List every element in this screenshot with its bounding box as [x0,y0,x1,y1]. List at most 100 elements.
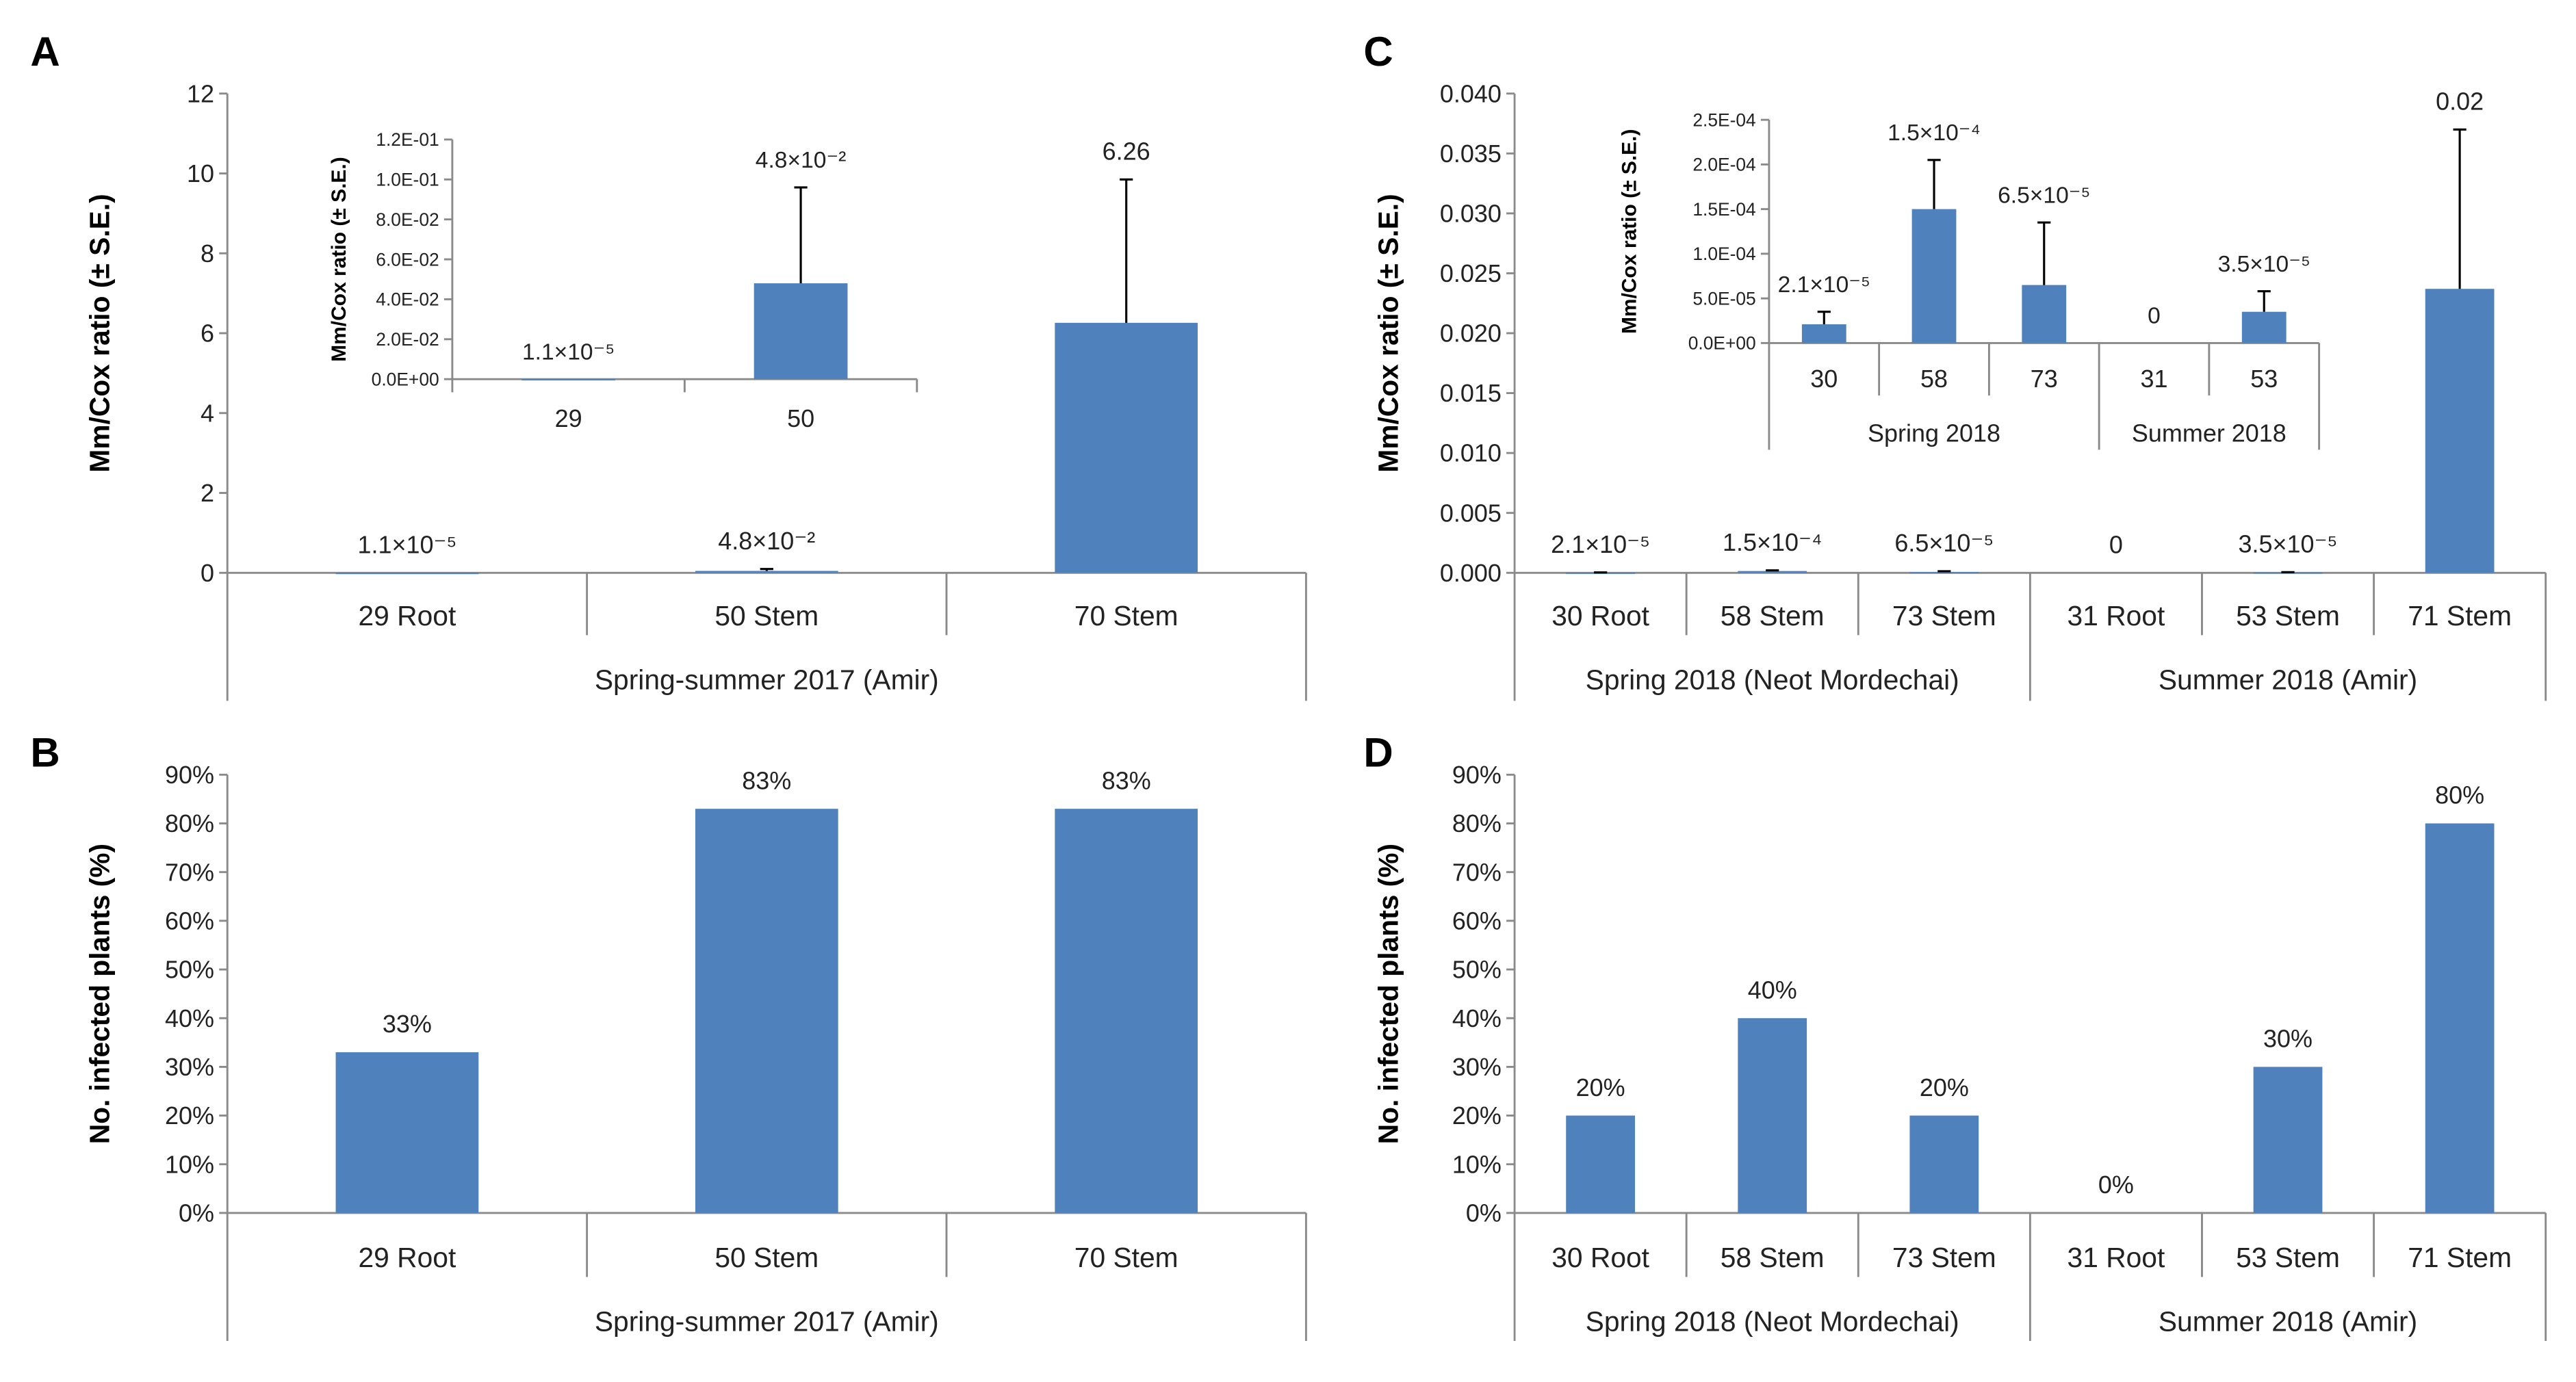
y-tick-label: 0% [1466,1199,1502,1227]
category-label: 31 [2140,365,2167,393]
y-tick-label: 30% [165,1053,214,1081]
bar [1911,209,1957,343]
y-tick-label: 10 [187,159,214,187]
category-label: 53 Stem [2236,600,2340,631]
y-tick-label: 0.010 [1440,439,1502,467]
y-tick-label: 0.0E+00 [372,369,439,389]
data-label: 33% [383,1010,432,1038]
data-label: 40% [1748,976,1797,1004]
y-tick-label: 1.5E-04 [1692,199,1755,220]
y-tick-label: 1.0E-01 [376,170,439,190]
panel-letter-b: B [30,729,60,775]
category-label: 71 Stem [2408,1242,2512,1273]
category-label: 73 Stem [1892,600,1996,631]
data-label: 0 [2109,530,2123,558]
y-axis-title: Mm/Cox ratio (± S.E.) [1373,194,1404,472]
category-label: 58 Stem [1721,600,1825,631]
chart-d: 0% 10% 20% 30% 40% 50% 60% 70% 80% 90% No. infecte… [1373,761,2547,1342]
y-tick-label: 70% [165,858,214,886]
data-label: 3.5×10⁻⁵ [2239,530,2338,558]
group-label: Summer 2018 (Amir) [2159,1306,2417,1338]
y-tick-label: 50% [1452,956,1502,984]
data-label: 0.02 [2436,87,2484,115]
y-tick-label: 4 [201,399,214,427]
chart-a: 0 2 4 6 8 10 12 Mm/Cox ratio (± S.E.) Spring-sum… [83,79,1307,701]
y-tick-label: 0.040 [1440,79,1502,107]
data-label: 6.5×10⁻⁵ [1894,529,1994,557]
category-label: 73 [2031,365,2058,393]
y-tick-label: 8.0E-02 [376,209,439,230]
data-label: 2.1×10⁻⁵ [1778,272,1870,298]
bar [1566,1115,1635,1213]
y-tick-label: 2.0E-04 [1692,155,1755,175]
data-label: 83% [742,766,791,794]
category-label: 50 Stem [714,600,819,631]
data-label: 1.1×10⁻⁵ [522,339,615,365]
data-label: 6.5×10⁻⁵ [1998,183,2090,208]
y-tick-label: 20% [1452,1101,1502,1130]
y-axis-title: No. infected plants (%) [83,844,115,1144]
category-label: 50 [787,404,814,432]
category-label: 50 Stem [714,1242,819,1273]
chart-c-inset: 0.0E+00 5.0E-05 1.0E-04 1.5E-04 2.0E-04 2.5E-… [1619,109,2321,450]
data-label: 3.5×10⁻⁵ [2218,252,2310,277]
data-label: 4.8×10⁻² [718,527,815,555]
category-label: 31 Root [2068,600,2165,631]
y-tick-label: 0% [179,1199,214,1227]
data-label: 20% [1576,1073,1625,1101]
y-tick-label: 6.0E-02 [376,249,439,270]
y-tick-label: 10% [165,1150,214,1178]
y-tick-label: 2.5E-04 [1692,109,1755,130]
chart-a-inset: 0.0E+00 2.0E-02 4.0E-02 6.0E-02 8.0E-02 1.0E-… [328,129,918,432]
y-tick-label: 0 [201,559,214,587]
bar [2241,311,2287,343]
y-tick-label: 70% [1452,858,1502,886]
category-label: 58 Stem [1721,1242,1825,1273]
category-label: 29 Root [359,1242,456,1273]
data-label: 20% [1920,1073,1969,1101]
bar [695,571,838,573]
y-tick-label: 0.030 [1440,199,1502,227]
data-label: 2.1×10⁻⁵ [1551,530,1650,558]
data-label: 0% [2098,1171,2134,1199]
data-label: 80% [2435,781,2484,809]
y-tick-label: 20% [165,1101,214,1130]
bar [1055,809,1198,1213]
category-label: 70 Stem [1074,600,1178,631]
y-tick-label: 1.2E-01 [376,129,439,150]
y-tick-label: 80% [165,809,214,837]
bar [1055,322,1198,573]
bar [695,809,838,1213]
category-label: 30 Root [1551,1242,1649,1273]
bar [2425,823,2495,1213]
category-label: 29 Root [359,600,456,631]
category-label: 71 Stem [2408,600,2512,631]
bar [2253,1067,2323,1213]
bar [521,379,615,381]
category-label: 31 Root [2068,1242,2165,1273]
y-axis-title: Mm/Cox ratio (± S.E.) [83,194,115,472]
category-label: 30 [1810,365,1838,393]
y-tick-label: 12 [187,79,214,107]
y-axis-title: No. infected plants (%) [1373,844,1404,1144]
y-tick-label: 1.0E-04 [1692,244,1755,264]
bar [1909,572,1979,574]
category-label: 73 Stem [1892,1242,1996,1273]
y-tick-label: 0.035 [1440,140,1502,168]
bar [1738,571,1807,573]
data-label: 30% [2263,1025,2313,1053]
y-tick-label: 80% [1452,809,1502,837]
data-label: 83% [1102,766,1151,794]
bar [335,1052,479,1213]
group-label: Spring 2018 (Neot Mordechai) [1586,1306,1959,1338]
y-tick-label: 0.025 [1440,259,1502,287]
data-label: 4.8×10⁻² [756,148,847,173]
data-label: 1.1×10⁻⁵ [357,530,456,558]
bar [1909,1115,1979,1213]
y-axis-title: Mm/Cox ratio (± S.E.) [328,157,350,362]
group-label: Spring 2018 [1868,419,2000,447]
y-tick-label: 0.000 [1440,559,1502,587]
y-tick-label: 4.0E-02 [376,289,439,310]
panel-letter-c: C [1363,29,1393,75]
